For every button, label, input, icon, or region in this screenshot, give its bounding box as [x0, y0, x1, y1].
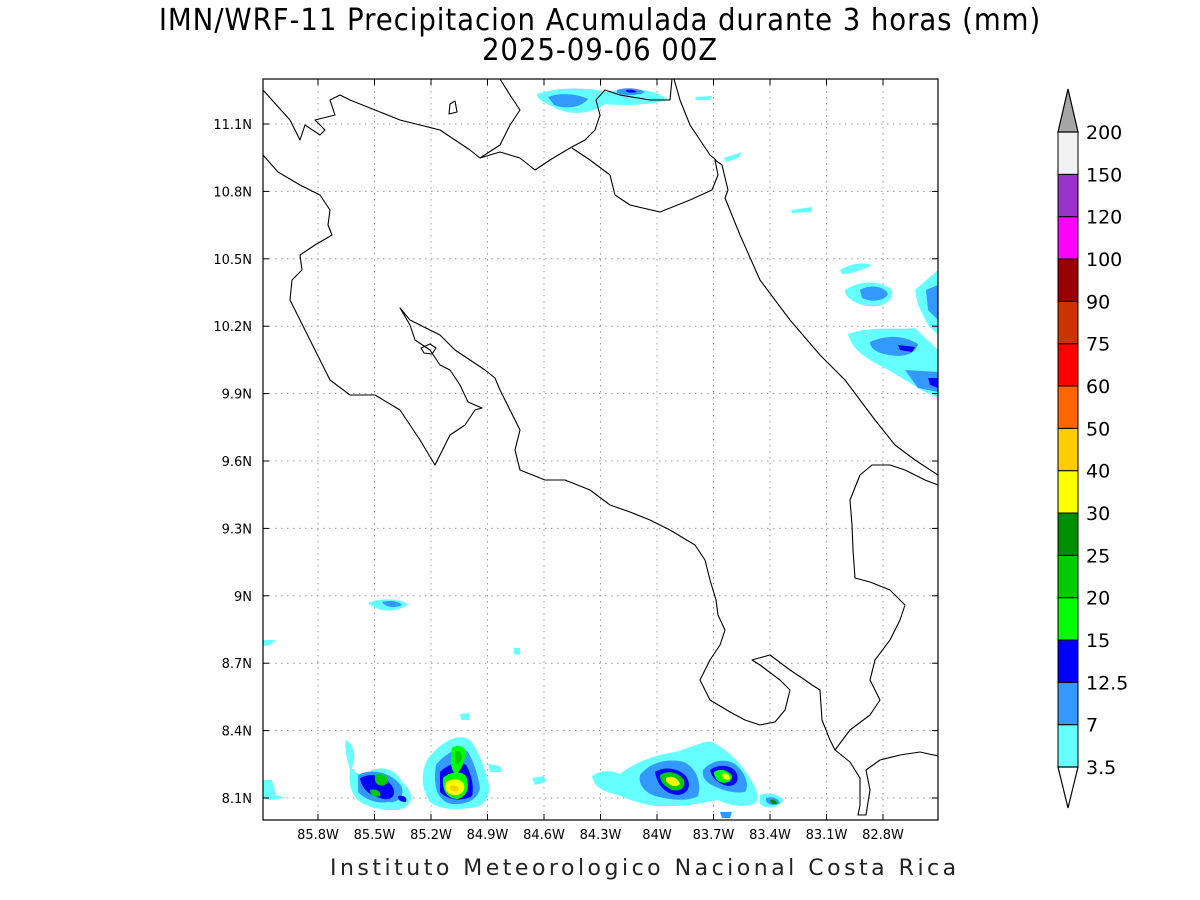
title-line-1: IMN/WRF-11 Precipitacion Acumulada duran…	[158, 3, 1042, 38]
colorbar-label: 100	[1086, 249, 1122, 271]
colorbar-cell	[1057, 512, 1079, 556]
lat-tick-label: 9.6N	[222, 455, 252, 470]
precip-blob-north	[536, 88, 812, 213]
lat-tick-label: 10.5N	[213, 253, 252, 268]
colorbar-label: 75	[1086, 334, 1110, 356]
colorbar-cell	[1057, 300, 1079, 345]
colorbar-cell	[1057, 554, 1079, 599]
colorbar-cell	[1057, 681, 1079, 726]
lat-tick-label: 11.1N	[213, 118, 252, 133]
lon-tick-label: 85.2W	[410, 828, 452, 843]
axis-ticks	[263, 79, 938, 820]
lon-tick-label: 84W	[642, 828, 672, 843]
colorbar-label: 40	[1086, 461, 1110, 483]
colorbar-cell	[1057, 385, 1079, 429]
precip-blob-east-caribbean	[840, 263, 938, 398]
longitude-labels: 85.8W 85.5W 85.2W 84.9W 84.6W 84.3W 84W 83.7W 83…	[297, 828, 904, 843]
colorbar-label: 7	[1086, 715, 1098, 737]
colorbar-label: 30	[1086, 503, 1110, 525]
precip-blob-south-west	[263, 737, 546, 811]
colorbar-label: 25	[1086, 545, 1110, 567]
lon-tick-label: 84.3W	[580, 828, 622, 843]
precip-blob-south-east	[592, 741, 784, 818]
lat-tick-label: 8.7N	[222, 657, 252, 672]
lon-tick-label: 85.5W	[354, 828, 396, 843]
colorbar-label: 12.5	[1086, 672, 1128, 694]
lat-tick-label: 9.3N	[222, 522, 252, 537]
colorbar-cell	[1057, 470, 1079, 514]
coastline-panama-chiriqui	[834, 749, 938, 816]
island-small-north	[448, 100, 458, 115]
colorbar-top-arrow	[1057, 88, 1079, 133]
colorbar-cell	[1057, 639, 1079, 683]
colorbar-label: 50	[1086, 418, 1110, 440]
colorbar-label: 60	[1086, 376, 1110, 398]
coastline-bocas-del-toro	[673, 79, 717, 161]
colorbar-cell	[1057, 427, 1079, 472]
colorbar-label: 15	[1086, 630, 1110, 652]
coastline-lake-nicaragua-shore	[479, 79, 673, 171]
colorbar-cell	[1057, 131, 1079, 175]
lon-tick-label: 83.7W	[693, 828, 735, 843]
colorbar-cell	[1057, 258, 1079, 302]
lon-tick-label: 82.8W	[862, 828, 904, 843]
lat-tick-label: 8.1N	[222, 792, 252, 807]
colorbar-label: 3.5	[1086, 757, 1116, 779]
lon-tick-label: 84.9W	[467, 828, 509, 843]
coastline-caribbean-costa-rica	[571, 147, 938, 476]
latitude-labels: 11.1N 10.8N 10.5N 10.2N 9.9N 9.6N 9.3N 9N 8.7N 8.…	[213, 118, 252, 807]
island-nicoya-gulf	[420, 343, 437, 355]
lat-tick-label: 10.8N	[213, 185, 252, 200]
grid-lines	[263, 79, 938, 820]
lat-tick-label: 9N	[234, 590, 252, 605]
colorbar-label: 200	[1086, 122, 1122, 144]
lon-tick-label: 83.1W	[806, 828, 848, 843]
colorbar-label: 120	[1086, 207, 1122, 229]
lat-tick-label: 8.4N	[222, 725, 252, 740]
colorbar-cell	[1057, 343, 1079, 387]
colorbar-label: 90	[1086, 291, 1110, 313]
map-frame	[262, 78, 939, 821]
coastline-north-nicaragua	[263, 79, 521, 159]
lon-tick-label: 85.8W	[297, 828, 339, 843]
colorbar-legend: 3.5 7 12.5 15 20 25 30 40 50 60 75 90 100 120 150 200	[1057, 88, 1128, 809]
colorbar-cell	[1057, 724, 1079, 768]
title-line-2: 2025-09-06 00Z	[481, 33, 719, 68]
coastline-nicoya-peninsula	[263, 154, 938, 751]
precipitation-fields	[263, 88, 938, 818]
colorbar-bottom-arrow	[1057, 766, 1079, 809]
colorbar-cell	[1057, 216, 1079, 260]
lon-tick-label: 83.4W	[749, 828, 791, 843]
colorbar-cell	[1057, 173, 1079, 218]
coastlines	[263, 79, 938, 816]
colorbar-cell	[1057, 597, 1079, 641]
lat-tick-label: 9.9N	[222, 388, 252, 403]
colorbar-label: 20	[1086, 588, 1110, 610]
colorbar-label: 150	[1086, 164, 1122, 186]
lon-tick-label: 84.6W	[523, 828, 565, 843]
footer-credit: Instituto Meteorologico Nacional Costa R…	[330, 856, 960, 881]
precip-blob-pacific-small	[263, 599, 520, 720]
lat-tick-label: 10.2N	[213, 320, 252, 335]
